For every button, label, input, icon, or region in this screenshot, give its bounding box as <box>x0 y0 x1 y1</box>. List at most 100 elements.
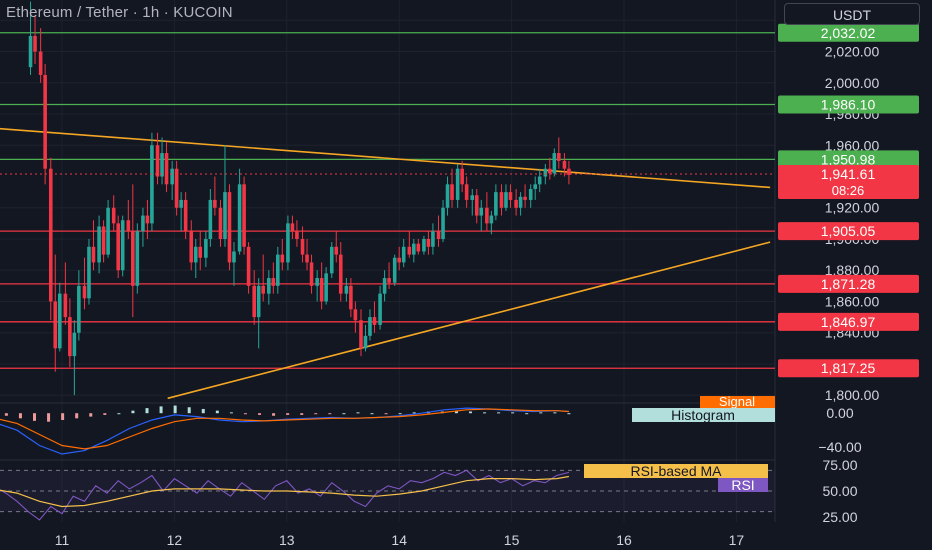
candle-body <box>53 301 58 349</box>
macd-histogram-bar <box>18 413 22 419</box>
macd-histogram-bar <box>89 413 93 417</box>
candle-body <box>68 317 72 357</box>
candle-body <box>271 278 276 286</box>
y-tick-label: 1,800.00 <box>825 387 880 403</box>
y-tick-label: 2,020.00 <box>825 44 880 60</box>
candle-body <box>208 199 213 239</box>
time-axis[interactable]: 11 12 13 14 15 16 17 <box>55 532 745 548</box>
level-label: 2,032.02 <box>821 25 876 41</box>
level-label: 1,871.28 <box>821 276 876 292</box>
candle-body <box>309 262 314 286</box>
candle-body <box>431 231 435 247</box>
candle-body <box>514 199 518 208</box>
candle-body <box>474 195 479 216</box>
candle-body <box>33 35 37 52</box>
candle-body <box>329 246 334 274</box>
candle-body <box>193 246 198 263</box>
macd-histogram-bar <box>567 413 571 415</box>
candle-body <box>43 74 47 169</box>
candle-body <box>97 226 101 263</box>
legend-signal-bg <box>700 396 775 408</box>
candle-body <box>533 184 538 190</box>
macd-pane <box>0 405 571 455</box>
macd-histogram-bar <box>47 413 51 422</box>
candle-body <box>552 153 557 174</box>
candle-body <box>567 168 571 175</box>
macd-histogram-bar <box>4 413 8 416</box>
candle-body <box>548 168 552 174</box>
axis-labels: 2,032.02 1,986.10 1,950.98 1,905.05 1,871.28… <box>584 23 919 493</box>
candle-body <box>305 254 309 263</box>
candle-body <box>378 293 382 325</box>
current-price-label-bg <box>778 164 919 199</box>
candle-body <box>363 335 368 349</box>
level-label-bg <box>778 95 919 114</box>
candle-body <box>319 278 324 302</box>
candle-body <box>543 168 548 177</box>
candle-body <box>334 246 339 255</box>
legend-rsi-bg <box>718 478 768 492</box>
level-label: 1,817.25 <box>821 360 876 376</box>
candle-body <box>290 223 295 232</box>
level-label: 1,986.10 <box>821 96 876 112</box>
macd-histogram-bar <box>468 411 472 414</box>
candle-body <box>227 192 232 263</box>
candle-body <box>116 223 120 271</box>
macd-histogram-bar <box>33 413 37 421</box>
candle-body <box>82 285 87 299</box>
macd-histogram-bar <box>103 413 107 415</box>
macd-histogram-bar <box>483 412 487 414</box>
macd-histogram-bar <box>412 412 416 414</box>
candle-body <box>518 196 523 208</box>
candle-body <box>436 231 441 239</box>
legend-rsi-ma: RSI-based MA <box>630 463 722 479</box>
candle-body <box>523 196 527 200</box>
candle-body <box>382 278 387 294</box>
candle-body <box>295 231 299 239</box>
candle-body <box>397 257 401 263</box>
candle-body <box>170 168 174 185</box>
candle-body <box>280 254 285 263</box>
macd-histogram-bar <box>454 410 458 414</box>
candle-body <box>426 238 431 247</box>
x-tick-label: 17 <box>729 532 745 548</box>
level-label: 1,905.05 <box>821 223 876 239</box>
candle-body <box>504 192 508 208</box>
currency-button[interactable]: USDT <box>784 3 920 25</box>
level-label: 1,846.97 <box>821 314 876 330</box>
candle-body <box>368 317 372 336</box>
candle-body <box>91 246 96 263</box>
signal-line <box>0 408 569 450</box>
rsi-line <box>0 469 570 521</box>
candle-body <box>174 168 179 208</box>
level-label-bg <box>778 312 919 331</box>
rsi-ma-line <box>0 475 570 508</box>
candle-body <box>160 153 164 177</box>
rsi-y-tick: 75.00 <box>822 457 857 473</box>
candle-body <box>57 293 62 349</box>
macd-histogram-bar <box>300 413 304 415</box>
x-tick-label: 14 <box>391 532 407 548</box>
candle-body <box>557 153 561 161</box>
candle-body <box>485 207 489 224</box>
candle-body <box>387 278 391 283</box>
countdown-label: 08:26 <box>832 183 865 198</box>
trendlines <box>0 127 771 400</box>
chart-title: Ethereum / Tether · 1h · KUCOIN <box>6 4 233 21</box>
y-tick-label: 1,880.00 <box>825 262 880 278</box>
trendline <box>167 241 771 400</box>
rsi-y-tick: 50.00 <box>822 483 857 499</box>
candle-body <box>183 199 188 232</box>
candle-body <box>198 246 203 258</box>
candle-body <box>164 153 169 185</box>
candle-body <box>179 199 183 208</box>
macd-histogram-bar <box>370 413 374 415</box>
candle-body <box>141 215 145 232</box>
candle-body <box>494 192 498 216</box>
candle-body <box>126 220 131 232</box>
current-price-label: 1,941.61 <box>821 166 876 182</box>
candle-body <box>213 199 217 208</box>
candle-body <box>537 176 542 185</box>
